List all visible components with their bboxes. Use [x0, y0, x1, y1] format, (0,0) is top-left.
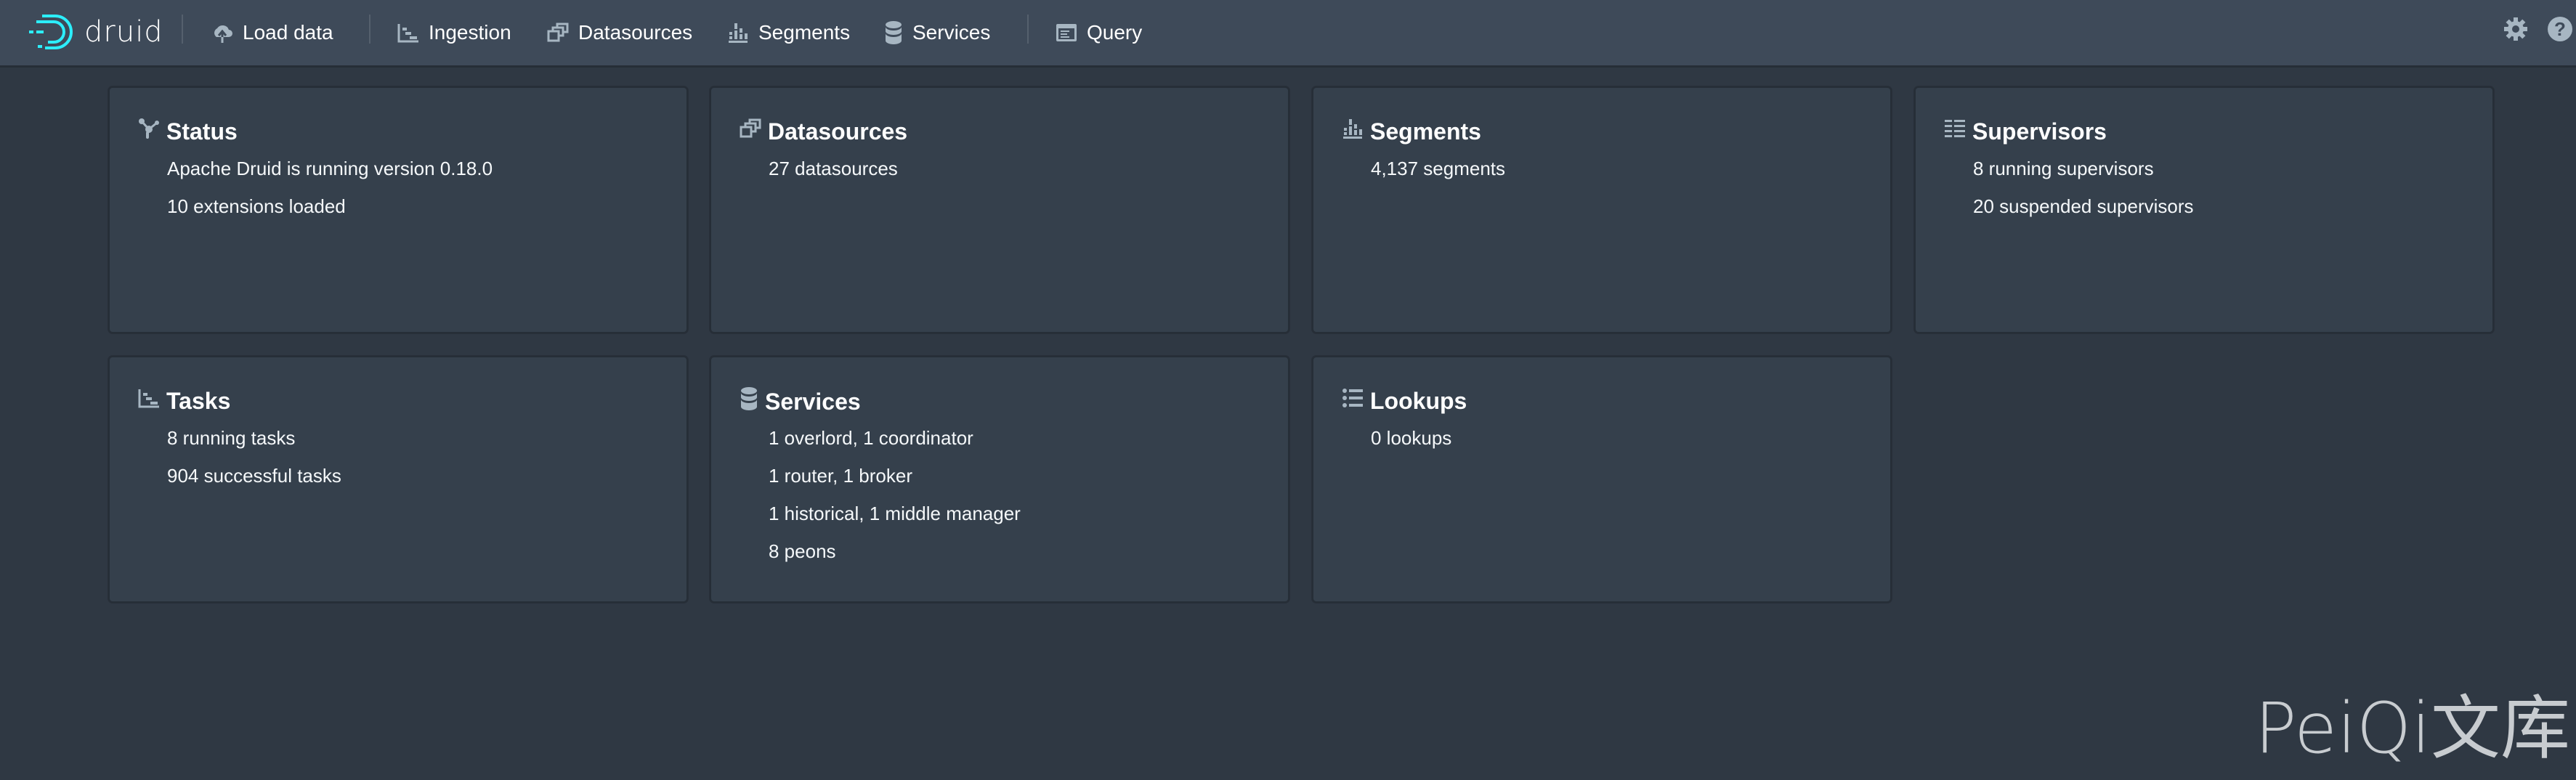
card-stat-line: 8 running tasks: [167, 427, 296, 449]
nav-datasources[interactable]: Datasources: [546, 16, 692, 49]
list-columns-icon: [1943, 117, 1972, 146]
graph-icon: [137, 117, 166, 146]
card-title: Datasources: [739, 117, 907, 146]
card-stat-line: 27 datasources: [769, 158, 898, 179]
nav-label: Segments: [758, 21, 851, 44]
database-icon: [886, 21, 902, 44]
card-stat-line: 20 suspended supervisors: [1973, 195, 2194, 217]
properties-icon: [1341, 386, 1370, 415]
card-title-text: Supervisors: [1972, 118, 2107, 145]
top-navbar: druid Load data Ingestion Datasources Se…: [0, 0, 2576, 65]
nav-divider: [369, 15, 370, 44]
card-stat-line: 8 peons: [769, 540, 836, 562]
nav-label: Ingestion: [429, 21, 511, 44]
stacked-chart-icon: [729, 23, 748, 43]
database-icon: [739, 386, 765, 417]
nav-label: Services: [912, 21, 991, 44]
nav-services[interactable]: Services: [883, 16, 990, 49]
card-stat-line: 8 running supervisors: [1973, 158, 2154, 179]
druid-logo[interactable]: druid: [26, 10, 163, 54]
card-stat-line: Apache Druid is running version 0.18.0: [167, 158, 493, 179]
multi-select-icon: [739, 117, 768, 146]
card-stat-line: 1 router, 1 broker: [769, 465, 912, 487]
card-title: Services: [739, 386, 861, 417]
nav-load-data[interactable]: Load data: [211, 16, 333, 49]
druid-logo-icon: [29, 15, 73, 49]
nav-label: Load data: [243, 21, 333, 44]
multi-select-icon: [547, 23, 569, 42]
card-stat-line: 1 overlord, 1 coordinator: [769, 427, 973, 449]
nav-label: Query: [1087, 21, 1143, 44]
card-title: Supervisors: [1943, 117, 2107, 146]
card-segments[interactable]: Segments 4,137 segments: [1312, 86, 1892, 333]
card-title: Lookups: [1341, 386, 1467, 415]
logo-text: druid: [84, 15, 163, 49]
card-title-text: Lookups: [1370, 387, 1467, 414]
svg-text:?: ?: [2554, 18, 2566, 40]
card-status[interactable]: Status Apache Druid is running version 0.…: [108, 86, 688, 333]
card-title-text: Datasources: [768, 118, 908, 145]
card-supervisors[interactable]: Supervisors 8 running supervisors 20 suspe…: [1914, 86, 2494, 333]
help-icon: ?: [2548, 17, 2572, 41]
card-stat-line: 0 lookups: [1371, 427, 1452, 449]
card-title-text: Services: [765, 388, 861, 415]
card-datasources[interactable]: Datasources 27 datasources: [710, 86, 1289, 333]
nav-ingestion[interactable]: Ingestion: [397, 16, 511, 49]
card-lookups[interactable]: Lookups 0 lookups: [1312, 356, 1892, 603]
watermark: PeiQi文库: [2254, 688, 2570, 769]
cog-icon: [2504, 17, 2527, 41]
nav-segments[interactable]: Segments: [726, 16, 850, 49]
card-title-text: Status: [166, 118, 238, 145]
card-title-text: Tasks: [166, 387, 231, 414]
nav-divider: [1027, 15, 1029, 44]
card-title-text: Segments: [1370, 118, 1481, 145]
application-icon: [1056, 24, 1077, 41]
nav-label: Datasources: [578, 21, 693, 44]
card-stat-line: 10 extensions loaded: [167, 195, 346, 217]
card-services[interactable]: Services 1 overlord, 1 coordinator 1 route…: [710, 356, 1289, 603]
gantt-chart-icon: [137, 386, 166, 415]
help-button[interactable]: ?: [2547, 16, 2573, 46]
card-title: Tasks: [137, 386, 230, 415]
nav-query[interactable]: Query: [1055, 16, 1142, 49]
stacked-chart-icon: [1341, 117, 1370, 146]
card-title: Segments: [1341, 117, 1481, 146]
card-stat-line: 1 historical, 1 middle manager: [769, 503, 1021, 524]
settings-button[interactable]: [2503, 16, 2529, 46]
nav-divider: [182, 15, 183, 44]
card-stat-line: 4,137 segments: [1371, 158, 1506, 179]
cloud-upload-icon: [214, 25, 232, 43]
card-title: Status: [137, 117, 238, 146]
card-stat-line: 904 successful tasks: [167, 465, 341, 487]
card-tasks[interactable]: Tasks 8 running tasks 904 successful tasks: [108, 356, 688, 603]
gantt-chart-icon: [397, 24, 418, 43]
